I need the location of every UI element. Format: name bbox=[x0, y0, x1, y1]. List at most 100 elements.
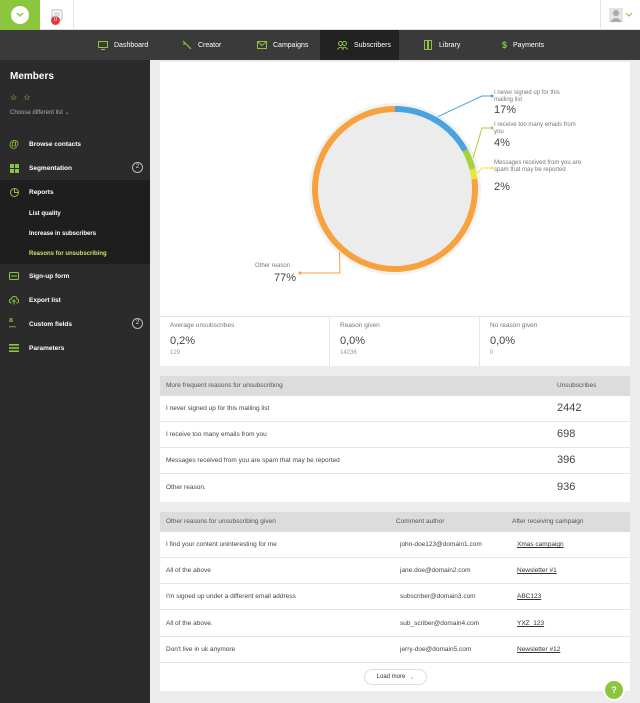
table-row: I never signed up for this mailing list … bbox=[160, 396, 630, 422]
reason-cell: I never signed up for this mailing list bbox=[166, 405, 270, 412]
leader-dot bbox=[490, 94, 494, 98]
sidebar-item-custom-fields[interactable]: a— Custom fields 2 bbox=[0, 312, 150, 336]
sidebar-item-browse-contacts[interactable]: @ Browse contacts bbox=[0, 132, 150, 156]
count-badge: 2 bbox=[132, 318, 143, 329]
help-label: ? bbox=[611, 685, 617, 695]
campaign-link[interactable]: Newsletter #1 bbox=[517, 567, 557, 574]
table-row: I receive too many emails from you 698 bbox=[160, 422, 630, 448]
count-cell: 936 bbox=[557, 481, 576, 493]
reason-cell: Messages received from you are spam that… bbox=[166, 457, 340, 464]
help-button[interactable]: ? bbox=[603, 679, 625, 701]
stat-no-reason-given: No reason given 0,0% 0 bbox=[480, 317, 630, 367]
reason-cell: Other reason. bbox=[166, 484, 206, 491]
nav-dashboard[interactable]: Dashboard bbox=[98, 30, 148, 60]
sidebar-title: Members bbox=[10, 71, 54, 82]
choose-list-dropdown[interactable]: Choose different list ⌄ bbox=[10, 109, 70, 116]
chart-slice-label: Messages received from you are spam that… bbox=[494, 160, 582, 173]
envelope-icon bbox=[257, 41, 267, 49]
sidebar-item-label: Parameters bbox=[29, 344, 65, 352]
donut-hole bbox=[318, 112, 472, 266]
table-row: All of the above jane.doe@domain2.com Ne… bbox=[160, 558, 630, 584]
at-icon: @ bbox=[9, 138, 19, 150]
chart-slice-label: I never signed up for this mailing list bbox=[494, 90, 560, 103]
stat-value: 0,0% bbox=[490, 335, 516, 347]
sidebar-subitem-list-quality[interactable]: List quality bbox=[29, 211, 61, 217]
count-cell: 2442 bbox=[557, 402, 582, 414]
logo[interactable] bbox=[0, 0, 40, 30]
nav-campaigns[interactable]: Campaigns bbox=[257, 30, 308, 60]
nav-subscribers[interactable]: Subscribers bbox=[320, 30, 399, 60]
sidebar-item-reports[interactable]: Reports bbox=[0, 180, 150, 204]
top-bar: 0 bbox=[0, 0, 640, 30]
stat-value: 0,0% bbox=[340, 335, 366, 347]
campaign-link[interactable]: YXZ_123 bbox=[517, 620, 545, 627]
donut-slice[interactable] bbox=[312, 106, 478, 272]
sidebar-item-segmentation[interactable]: Segmentation 2 bbox=[0, 156, 150, 180]
stat-label: Average unsubscribes bbox=[170, 322, 235, 329]
stat-label: Reason given bbox=[340, 322, 380, 329]
count-cell: 396 bbox=[557, 454, 576, 466]
donut-slice[interactable] bbox=[462, 149, 476, 170]
main-nav: Dashboard Creator Campaigns Subscribers … bbox=[0, 30, 640, 60]
stats-panel: Average unsubscribes 0,2% 129 Reason giv… bbox=[160, 316, 630, 367]
user-avatar-icon bbox=[609, 8, 623, 22]
sidebar-subitem-reasons[interactable]: Reasons for unsubscribing bbox=[29, 251, 107, 257]
campaign-link[interactable]: Newsletter #12 bbox=[517, 646, 561, 653]
author-cell: sub_scriber@domain4.com bbox=[400, 620, 480, 627]
sidebar-item-label: Custom fields bbox=[29, 320, 72, 328]
donut-slice[interactable] bbox=[469, 168, 478, 180]
sidebar-item-export-list[interactable]: Export list bbox=[0, 288, 150, 312]
chevron-down-icon: ⌄ bbox=[64, 110, 70, 116]
comments-table: Other reasons for unsubscribing given Co… bbox=[160, 512, 630, 691]
stat-count: 14236 bbox=[340, 350, 357, 356]
unsubscribe-chart-panel: I never signed up for this mailing list … bbox=[160, 62, 630, 316]
sidebar-item-signup-form[interactable]: Sign-up form bbox=[0, 264, 150, 288]
campaign-link[interactable]: ABC123 bbox=[517, 593, 542, 600]
user-menu[interactable] bbox=[600, 0, 640, 30]
column-header[interactable]: Comment author bbox=[396, 518, 445, 525]
table-row: All of the above. sub_scriber@domain4.co… bbox=[160, 611, 630, 637]
nav-library[interactable]: Library bbox=[424, 30, 460, 60]
nav-label: Library bbox=[439, 41, 461, 49]
chart-slice-value: 4% bbox=[494, 137, 510, 149]
sidebar-subitem-increase[interactable]: Increase in subscribers bbox=[29, 231, 97, 237]
chart-slice-value: 77% bbox=[274, 272, 297, 284]
column-header[interactable]: Unsubscribes bbox=[557, 382, 597, 389]
table-row: I find your content uninteresting for me… bbox=[160, 532, 630, 558]
unsubscribe-donut-chart bbox=[298, 94, 494, 275]
nav-creator[interactable]: Creator bbox=[182, 30, 221, 60]
donut-slice[interactable] bbox=[394, 106, 468, 152]
nav-payments[interactable]: $ Payments bbox=[502, 30, 544, 60]
nav-label: Campaigns bbox=[273, 41, 309, 49]
table-row: Don't live in uk anymore jerry-doe@domai… bbox=[160, 637, 630, 663]
leader-dot bbox=[298, 271, 302, 275]
reason-cell: All of the above. bbox=[166, 620, 213, 627]
campaign-link[interactable]: Xmas campaign bbox=[517, 541, 564, 548]
chart-slice-value: 17% bbox=[494, 104, 517, 116]
chevron-down-icon: ⌄ bbox=[409, 674, 415, 681]
leader-dot bbox=[490, 126, 494, 130]
sidebar-item-parameters[interactable]: Parameters bbox=[0, 336, 150, 360]
column-header[interactable]: After receiving campaign bbox=[512, 518, 584, 525]
leader-line bbox=[437, 95, 492, 118]
column-header[interactable]: More frequent reasons for unsubscribing bbox=[166, 382, 283, 389]
books-icon bbox=[424, 40, 432, 50]
list-rating[interactable]: ☆ ☆ bbox=[10, 93, 33, 102]
column-header[interactable]: Other reasons for unsubscribing given bbox=[166, 518, 276, 525]
sidebar-item-label: Browse contacts bbox=[29, 140, 82, 148]
reason-cell: All of the above bbox=[166, 567, 211, 574]
author-cell: jane.doe@domain2.com bbox=[400, 567, 471, 574]
nav-label: Creator bbox=[198, 41, 222, 49]
leader-dot bbox=[490, 166, 494, 170]
load-more-button[interactable]: Load more ⌄ bbox=[364, 669, 427, 685]
custom-fields-icon: a— bbox=[9, 317, 16, 331]
table-header: More frequent reasons for unsubscribing … bbox=[160, 376, 630, 396]
author-cell: subscriber@domain3.com bbox=[400, 593, 476, 600]
load-more-row: Load more ⌄ bbox=[160, 664, 630, 691]
stat-value: 0,2% bbox=[170, 335, 196, 347]
table-row: I'm signed up under a different email ad… bbox=[160, 584, 630, 610]
bird-logo-icon bbox=[11, 6, 29, 24]
notifications-button[interactable]: 0 bbox=[40, 0, 74, 30]
leader-line bbox=[477, 167, 492, 174]
reasons-table: More frequent reasons for unsubscribing … bbox=[160, 376, 630, 502]
